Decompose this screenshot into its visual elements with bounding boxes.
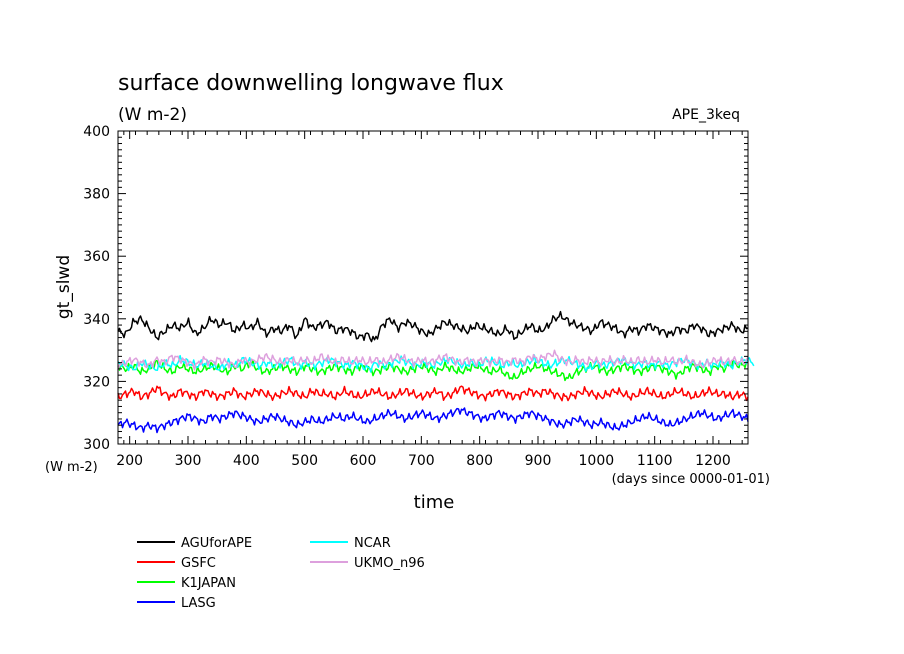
y-axis-units: (W m-2) xyxy=(45,460,98,475)
chart-title: surface downwelling longwave flux xyxy=(118,71,504,96)
x-tick-label: 1200 xyxy=(695,453,731,469)
series-line-aguforape xyxy=(117,310,749,343)
y-tick-label: 340 xyxy=(83,312,110,328)
x-tick-label: 900 xyxy=(525,453,552,469)
x-axis-units: (days since 0000-01-01) xyxy=(612,472,770,487)
x-axis-label: time xyxy=(414,492,455,513)
series-line-lasg xyxy=(117,407,749,434)
legend-label: NCAR xyxy=(354,536,391,551)
legend-label: LASG xyxy=(181,596,216,611)
x-tick-label: 400 xyxy=(233,453,260,469)
legend-label: UKMO_n96 xyxy=(354,556,425,571)
y-tick-label: 360 xyxy=(83,249,110,265)
y-axis-label: gt_slwd xyxy=(54,255,74,319)
series-line-ukmo_n96 xyxy=(117,349,749,371)
y-tick-label: 400 xyxy=(83,124,110,140)
x-tick-label: 1000 xyxy=(579,453,615,469)
x-tick-label: 500 xyxy=(291,453,318,469)
legend-label: K1JAPAN xyxy=(181,576,236,591)
legend-label: GSFC xyxy=(181,556,216,571)
x-tick-label: 600 xyxy=(350,453,377,469)
y-tick-label: 320 xyxy=(83,374,110,390)
series-line-gsfc xyxy=(117,385,749,402)
x-tick-label: 800 xyxy=(466,453,493,469)
x-tick-label: 1100 xyxy=(637,453,673,469)
series-line-k1japan xyxy=(117,359,749,382)
experiment-label: APE_3keq xyxy=(672,107,740,123)
legend-label: AGUforAPE xyxy=(181,536,252,551)
x-tick-label: 200 xyxy=(116,453,143,469)
chart-units: (W m-2) xyxy=(118,105,187,125)
y-tick-label: 380 xyxy=(83,187,110,203)
y-tick-label: 300 xyxy=(83,437,110,453)
plot-frame xyxy=(117,130,749,445)
x-tick-label: 700 xyxy=(408,453,435,469)
x-tick-label: 300 xyxy=(175,453,202,469)
